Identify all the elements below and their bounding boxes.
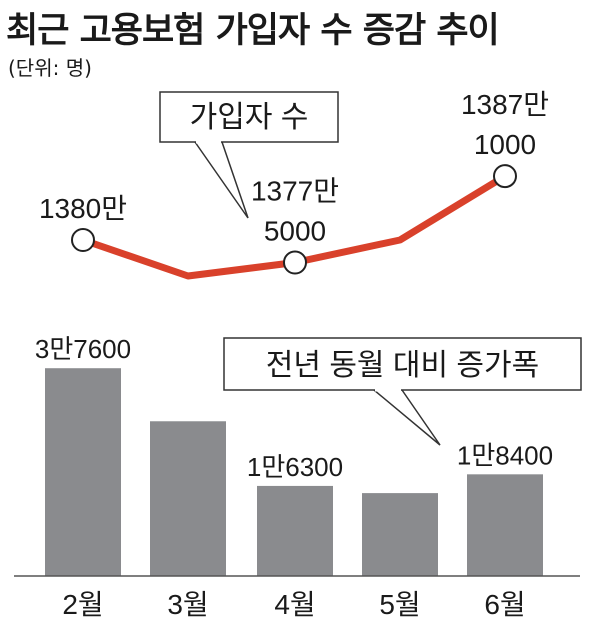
point-label-3-1: 1377만 — [251, 176, 339, 207]
bar-4 — [362, 493, 438, 576]
chart-title: 최근 고용보험 가입자 수 증감 추이 — [6, 11, 500, 51]
bar-value-label-1: 3만7600 — [35, 334, 131, 364]
bar-legend-label: 전년 동월 대비 증가폭 — [266, 349, 539, 382]
bar-callout-box — [223, 337, 582, 391]
x-tick-label-4: 5월 — [379, 589, 420, 620]
bar-value-label-3: 1만6300 — [247, 452, 343, 482]
line-marker-3 — [283, 250, 307, 275]
bar-3 — [257, 485, 333, 576]
point-label-5-1: 1387만 — [461, 89, 549, 120]
x-tick-label-5: 6월 — [484, 589, 525, 620]
x-tick-label-2: 3월 — [167, 589, 208, 620]
line-callout-box — [159, 91, 339, 143]
bar-1 — [45, 368, 121, 576]
line-legend-label: 가입자 수 — [190, 101, 309, 134]
bar-callout-pointer — [373, 389, 441, 446]
point-label-5-2: 1000 — [474, 129, 536, 160]
line-marker-5 — [493, 164, 517, 189]
bar-5 — [467, 474, 543, 576]
x-tick-label-1: 2월 — [62, 589, 103, 620]
point-label-3-2: 5000 — [264, 216, 326, 247]
x-tick-label-3: 4월 — [274, 589, 315, 620]
point-label-1-1: 1380만 — [39, 193, 127, 224]
unit-note: (단위: 명) — [8, 56, 92, 80]
bar-value-label-5: 1만8400 — [457, 440, 553, 470]
bar-2 — [150, 421, 226, 576]
line-marker-1 — [71, 228, 95, 252]
line-callout-pointer — [194, 141, 249, 219]
